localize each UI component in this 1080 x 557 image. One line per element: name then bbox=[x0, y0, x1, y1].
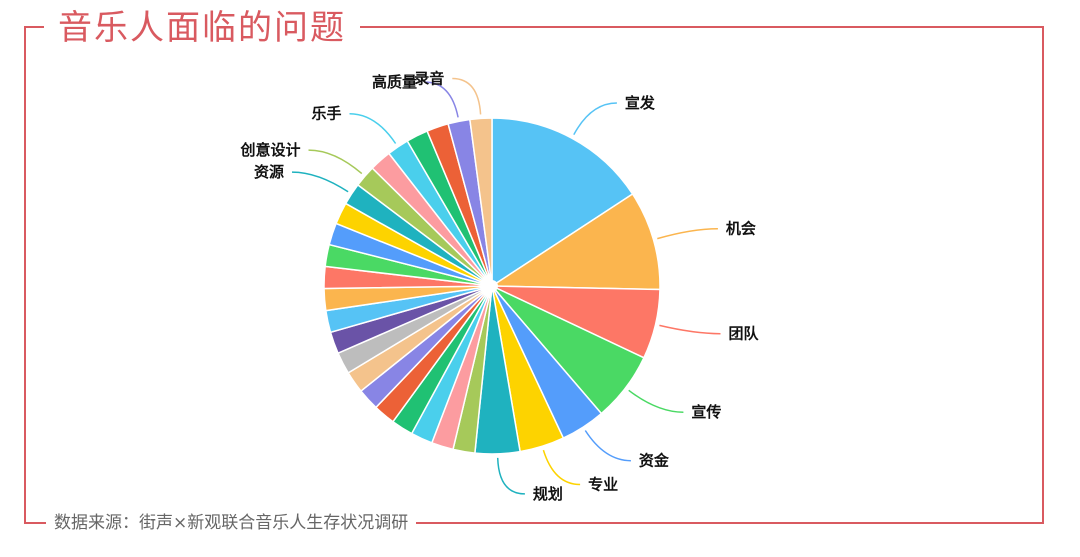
slice-label: 机会 bbox=[726, 220, 756, 238]
slice-label: 专业 bbox=[588, 476, 618, 494]
slice-label: 资源 bbox=[254, 163, 284, 181]
leader-line bbox=[349, 112, 397, 144]
slice-label: 录音 bbox=[414, 70, 444, 88]
chart-frame bbox=[24, 26, 1044, 524]
leader-line bbox=[657, 227, 718, 240]
slice-label: 规划 bbox=[533, 485, 563, 503]
leader-line bbox=[291, 171, 349, 193]
slice-label: 乐手 bbox=[311, 105, 341, 123]
data-source-note: 数据来源：街声×新观联合音乐人生存状况调研 bbox=[46, 508, 417, 538]
leader-line bbox=[628, 389, 684, 413]
pie-slice bbox=[489, 192, 661, 291]
slice-label: 宣传 bbox=[691, 403, 721, 421]
chart-title: 音乐人面临的问题 bbox=[44, 6, 360, 50]
slice-label: 宣发 bbox=[625, 94, 656, 112]
slice-label: 创意设计 bbox=[239, 141, 300, 159]
leader-line bbox=[308, 149, 363, 175]
leader-line bbox=[584, 430, 631, 462]
leader-line bbox=[659, 324, 721, 335]
leader-line bbox=[452, 77, 482, 115]
pie-center bbox=[486, 280, 498, 292]
leader-line bbox=[424, 81, 459, 118]
leader-line bbox=[496, 457, 525, 495]
pie-slice bbox=[491, 117, 634, 288]
slice-label: 资金 bbox=[639, 452, 670, 470]
leader-line bbox=[573, 102, 617, 136]
slice-label: 团队 bbox=[729, 325, 760, 343]
slice-label: 高质量 bbox=[372, 73, 417, 91]
leader-line bbox=[542, 449, 581, 486]
pie-slice bbox=[469, 117, 493, 287]
